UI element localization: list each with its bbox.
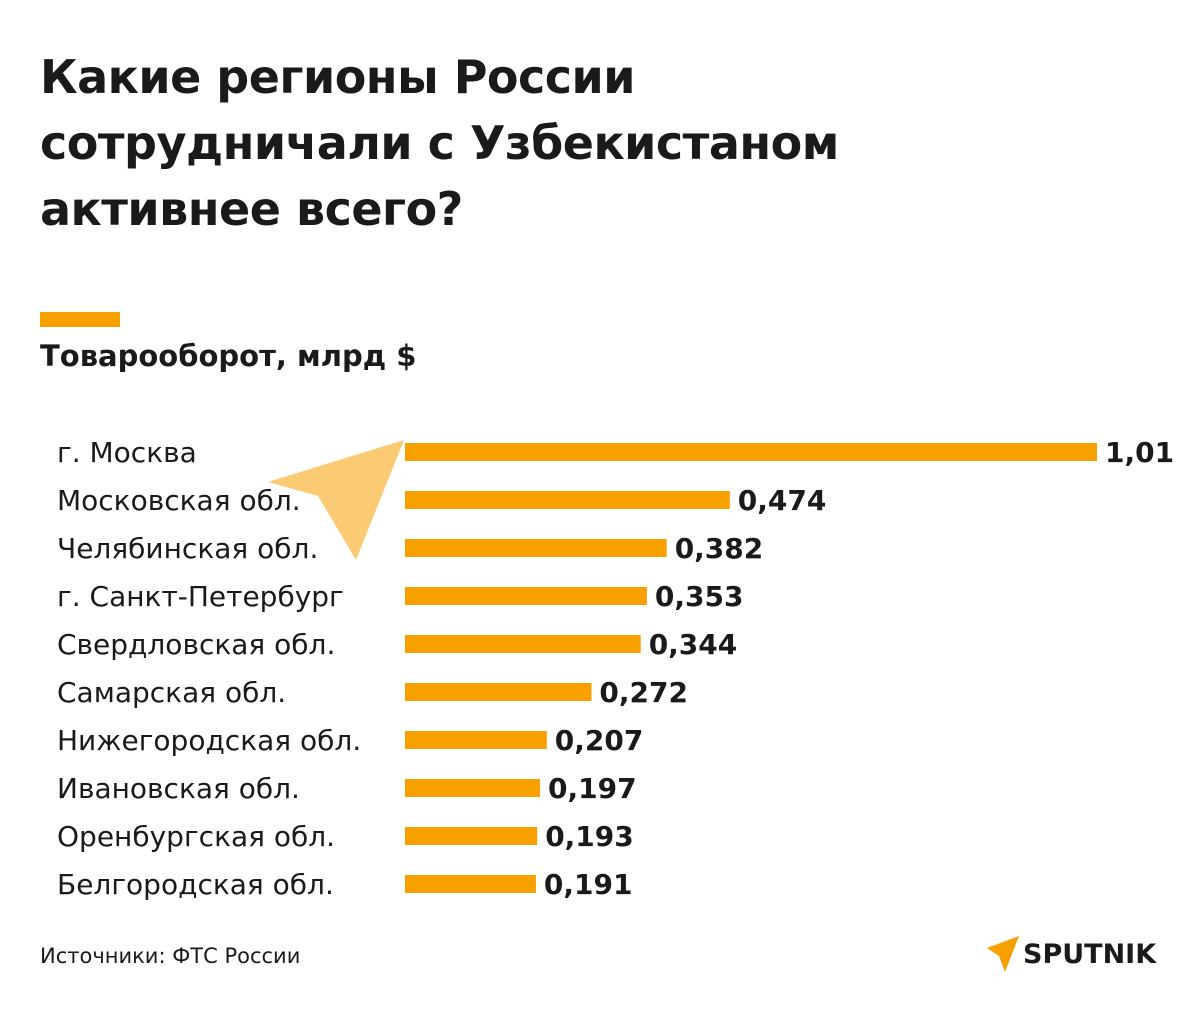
- category-label: г. Москва: [57, 436, 197, 469]
- bar: [405, 587, 647, 605]
- category-label: Свердловская обл.: [57, 628, 335, 661]
- brand-name: SPUTNIK: [1023, 938, 1157, 970]
- sputnik-logo-icon: [987, 936, 1019, 972]
- category-label: Белгородская обл.: [57, 868, 334, 901]
- bar: [405, 491, 730, 509]
- bar: [405, 875, 536, 893]
- category-label: Оренбургская обл.: [57, 820, 335, 853]
- value-label: 0,193: [545, 820, 634, 853]
- watermark-arrow-icon: [268, 440, 404, 560]
- title-line-3: активнее всего?: [40, 182, 463, 236]
- bar: [405, 443, 1097, 461]
- bar: [405, 827, 538, 845]
- value-label: 0,344: [649, 628, 738, 661]
- chart-title: Какие регионы России сотрудничали с Узбе…: [40, 44, 1040, 242]
- source-note: Источники: ФТС России: [40, 944, 301, 968]
- category-label: Нижегородская обл.: [57, 724, 361, 757]
- bar: [405, 539, 667, 557]
- chart-subtitle: Товарооборот, млрд $: [40, 339, 417, 373]
- brand-logo: SPUTNIK: [985, 932, 1156, 976]
- bar: [405, 731, 547, 749]
- value-label: 0,382: [675, 532, 764, 565]
- category-label: Ивановская обл.: [57, 772, 300, 805]
- category-label: Самарская обл.: [57, 676, 286, 709]
- category-label: Челябинская обл.: [57, 532, 318, 565]
- title-line-1: Какие регионы России: [40, 50, 636, 104]
- value-label: 0,197: [548, 772, 637, 805]
- bars-group: г. Москва 1,01 Московская обл. 0,474 Челябин…: [57, 436, 1174, 901]
- bar: [405, 779, 540, 797]
- value-label: 0,207: [555, 724, 644, 757]
- title-line-2: сотрудничали с Узбекистаном: [40, 116, 839, 170]
- bar: [405, 635, 641, 653]
- bar: [405, 683, 592, 701]
- value-label: 1,01: [1105, 436, 1174, 469]
- value-label: 0,272: [599, 676, 688, 709]
- value-label: 0,353: [655, 580, 744, 613]
- accent-dash: [40, 312, 120, 327]
- value-label: 0,474: [738, 484, 827, 517]
- category-label: Московская обл.: [57, 484, 301, 517]
- category-label: г. Санкт-Петербург: [57, 580, 344, 613]
- value-label: 0,191: [544, 868, 633, 901]
